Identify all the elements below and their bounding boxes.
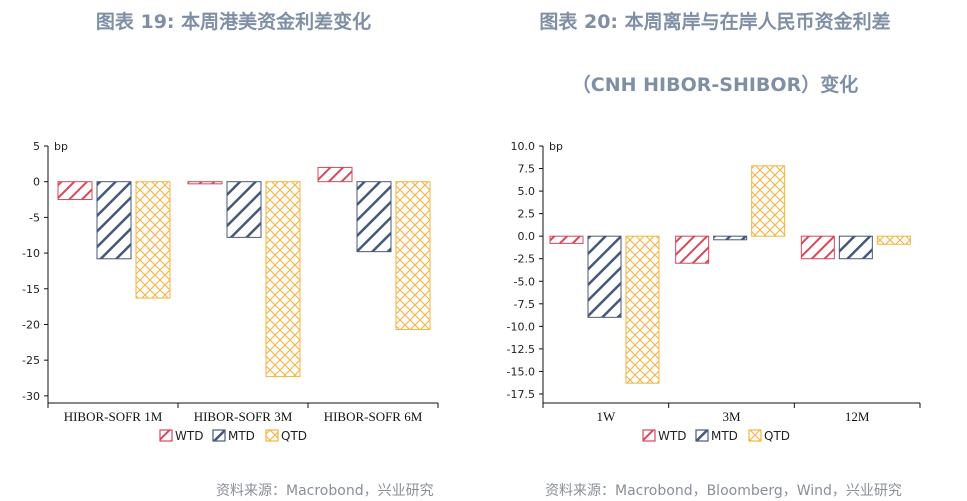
bar-qtd-2 — [876, 235, 911, 245]
bar-qtd-0 — [135, 181, 171, 299]
left-chart: 5 0 -5 -10 -15 -20 -25 -30 bp HIBOR-SOFR 1M HIBOR-… — [22, 140, 439, 443]
bar-wtd-2 — [317, 166, 353, 183]
right-chart: 10.0 7.5 5.0 2.5 0.0 -2.5 -5.0 -7.5 -10.0 -12.5 -1… — [507, 140, 921, 443]
legend-swatch-qtd — [265, 429, 279, 442]
y-tick-label: -30 — [22, 390, 40, 403]
category-label: 12M — [845, 409, 870, 424]
y-tick-label: 5 — [33, 140, 40, 153]
y-tick-label: -20 — [22, 318, 40, 331]
legend-label-mtd: MTD — [228, 429, 255, 443]
y-unit-label: bp — [549, 140, 563, 153]
bar-qtd-0 — [625, 235, 660, 384]
bar-mtd-2 — [356, 181, 392, 253]
y-tick-label: -2.5 — [514, 253, 535, 266]
bar-mtd-1 — [713, 235, 748, 241]
legend-label-mtd: MTD — [711, 429, 738, 443]
legend-label-qtd: QTD — [281, 429, 307, 443]
category-label: 3M — [722, 409, 741, 424]
y-tick-label: -10.0 — [507, 320, 535, 333]
legend-label-qtd: QTD — [764, 429, 790, 443]
y-tick-label: 0.0 — [518, 230, 536, 243]
y-tick-label: 7.5 — [518, 163, 536, 176]
bar-qtd-2 — [395, 181, 431, 330]
y-tick-label: -25 — [22, 354, 40, 367]
y-tick-label: 10.0 — [511, 140, 536, 153]
y-tick-label: -5 — [29, 211, 40, 224]
bar-mtd-2 — [838, 235, 873, 260]
bar-qtd-1 — [751, 165, 786, 237]
left-source-note: 资料来源：Macrobond，兴业研究 — [216, 483, 434, 499]
legend-swatch-wtd — [642, 429, 656, 442]
right-chart-title-line1: 图表 20: 本周离岸与在岸人民币资金利差 — [539, 11, 891, 33]
y-tick-label: -12.5 — [507, 343, 535, 356]
right-source-note: 资料来源：Macrobond，Bloomberg，Wind，兴业研究 — [545, 483, 902, 499]
bar-mtd-0 — [587, 235, 622, 318]
bar-wtd-0 — [549, 235, 584, 244]
bar-wtd-2 — [800, 235, 835, 260]
right-chart-title-line2: （CNH HIBOR-SHIBOR）变化 — [571, 74, 859, 96]
bar-wtd-1 — [187, 181, 223, 185]
legend-swatch-mtd — [695, 429, 709, 442]
category-label: HIBOR-SOFR 1M — [64, 409, 163, 424]
bar-wtd-1 — [675, 235, 710, 264]
bar-wtd-0 — [57, 181, 93, 201]
y-tick-label: -5.0 — [514, 275, 535, 288]
legend-swatch-mtd — [212, 429, 226, 442]
category-label: HIBOR-SOFR 6M — [324, 409, 423, 424]
y-tick-label: 0 — [33, 176, 40, 189]
y-tick-label: -10 — [22, 247, 40, 260]
category-label: 1W — [596, 409, 616, 424]
y-tick-label: -7.5 — [514, 298, 535, 311]
bar-mtd-1 — [226, 181, 262, 238]
y-tick-label: -17.5 — [507, 388, 535, 401]
bar-qtd-1 — [265, 181, 301, 378]
legend-swatch-wtd — [159, 429, 173, 442]
category-label: HIBOR-SOFR 3M — [194, 409, 293, 424]
legend-swatch-qtd — [748, 429, 762, 442]
legend-label-wtd: WTD — [658, 429, 686, 443]
y-tick-label: 2.5 — [518, 208, 536, 221]
bar-mtd-0 — [96, 181, 132, 260]
y-tick-label: 5.0 — [518, 185, 536, 198]
left-chart-title: 图表 19: 本周港美资金利差变化 — [95, 11, 372, 33]
y-tick-label: -15.0 — [507, 365, 535, 378]
y-unit-label: bp — [54, 140, 68, 153]
legend-label-wtd: WTD — [175, 429, 203, 443]
y-tick-label: -15 — [22, 283, 40, 296]
